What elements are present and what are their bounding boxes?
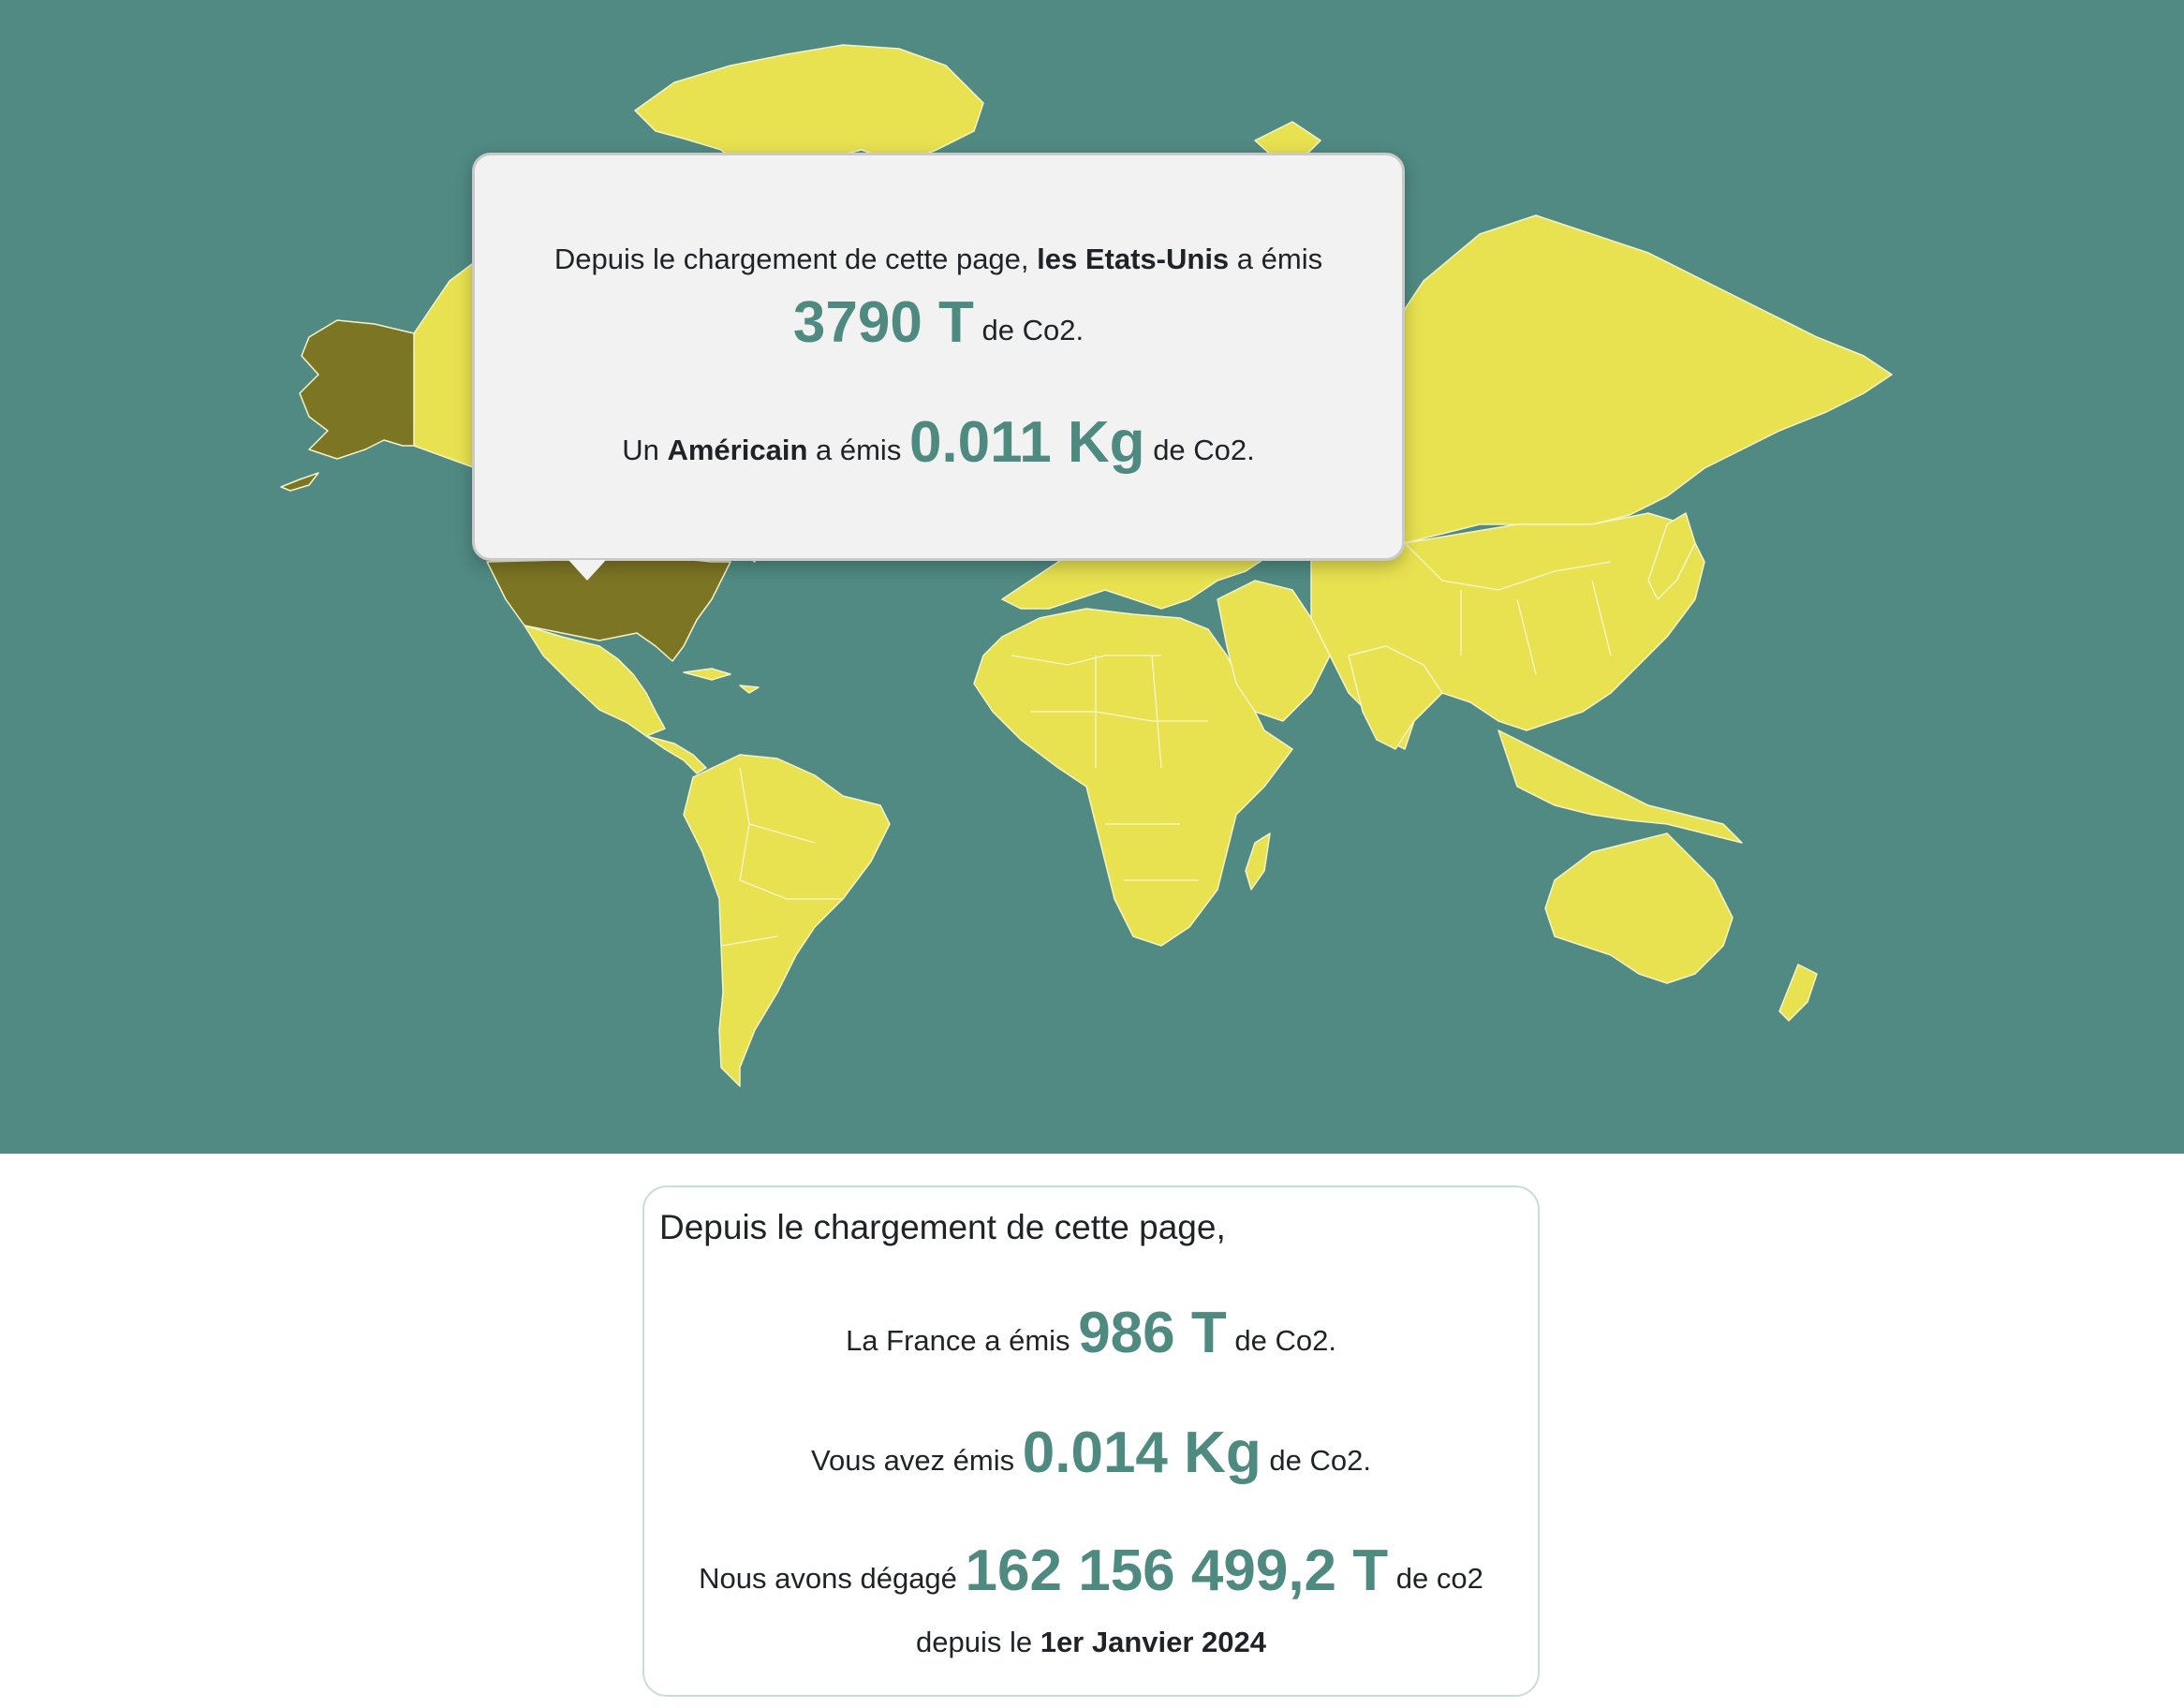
southeast-asia <box>1498 729 1743 844</box>
country-tooltip: Depuis le chargement de cette page, les … <box>472 153 1405 581</box>
japan <box>1647 512 1696 600</box>
region-africa[interactable] <box>973 608 1293 947</box>
you-value: 0.014 Kg <box>1022 1421 1262 1485</box>
tooltip-intro-line: Depuis le chargement de cette page, les … <box>475 242 1402 276</box>
tooltip-person-suffix: de Co2. <box>1153 434 1255 466</box>
total-emissions-row: Nous avons dégagé 162 156 499,2 T de co2 <box>644 1538 1538 1604</box>
since-date: 1er Janvier 2024 <box>1040 1626 1267 1658</box>
central-america <box>645 735 707 774</box>
caribbean <box>683 668 760 694</box>
total-suffix: de co2 <box>1395 1562 1483 1595</box>
france-value: 986 T <box>1078 1301 1227 1365</box>
tooltip-intro: Depuis le chargement de cette page, <box>553 243 1029 275</box>
tooltip-person-value: 0.011 Kg <box>908 410 1145 475</box>
alaska-chain <box>280 472 319 492</box>
you-emissions-row: Vous avez émis 0.014 Kg de Co2. <box>644 1420 1538 1486</box>
tooltip-verb: a émis <box>1236 243 1323 275</box>
since-date-row: depuis le 1er Janvier 2024 <box>644 1626 1538 1659</box>
france-suffix: de Co2. <box>1234 1324 1336 1357</box>
tooltip-country: les Etats-Unis <box>1037 243 1230 275</box>
total-prefix: Nous avons dégagé <box>699 1562 957 1595</box>
tooltip-country-value: 3790 T <box>792 290 974 355</box>
tooltip-arrow <box>568 560 606 581</box>
you-prefix: Vous avez émis <box>811 1444 1015 1477</box>
tooltip-country-emissions: 3790 T de Co2. <box>475 288 1402 358</box>
emissions-summary-card: Depuis le chargement de cette page, La F… <box>642 1185 1540 1697</box>
new-zealand <box>1778 964 1818 1022</box>
country-usa-alaska[interactable] <box>299 319 415 460</box>
tooltip-person: Américain <box>667 434 808 466</box>
world-map-svg <box>280 44 1893 1087</box>
country-australia[interactable] <box>1544 832 1734 984</box>
since-prefix: depuis le <box>915 1626 1033 1658</box>
region-middle-east[interactable] <box>1217 580 1331 722</box>
total-value: 162 156 499,2 T <box>965 1539 1389 1603</box>
tooltip-person-verb: a émis <box>816 434 902 466</box>
country-russia[interactable] <box>1310 214 1893 544</box>
africa-borders <box>1011 655 1208 881</box>
tooltip-person-emissions: Un Américain a émis 0.011 Kg de Co2. <box>475 408 1402 478</box>
tooltip-unit-suffix: de Co2. <box>981 314 1085 346</box>
you-suffix: de Co2. <box>1269 1444 1371 1477</box>
asia-borders <box>1404 542 1612 675</box>
france-emissions-row: La France a émis 986 T de Co2. <box>644 1300 1538 1366</box>
country-south-america[interactable] <box>683 754 891 1087</box>
india <box>1348 645 1443 750</box>
france-prefix: La France a émis <box>846 1324 1070 1357</box>
world-map: Depuis le chargement de cette page, les … <box>0 0 2184 1154</box>
country-mexico[interactable] <box>524 625 666 737</box>
tooltip-person-prefix: Un <box>622 434 659 466</box>
summary-title: Depuis le chargement de cette page, <box>659 1208 1226 1246</box>
sa-borders <box>720 767 843 947</box>
country-usa[interactable] <box>486 557 731 662</box>
madagascar <box>1245 832 1271 891</box>
